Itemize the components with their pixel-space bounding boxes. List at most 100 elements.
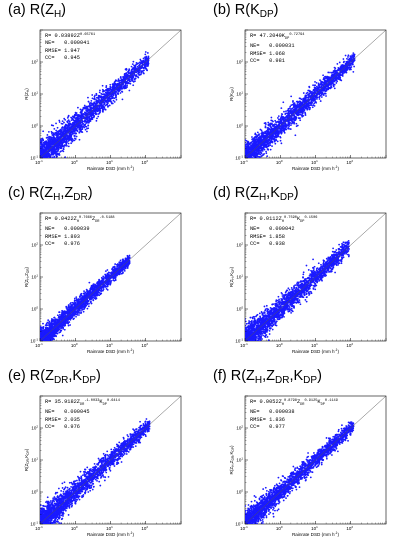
data-point — [115, 96, 117, 99]
data-point — [103, 96, 106, 99]
data-point — [44, 162, 46, 164]
data-point — [43, 160, 45, 162]
data-point — [67, 142, 70, 145]
data-point — [277, 115, 280, 118]
data-point — [87, 124, 90, 127]
data-point — [91, 97, 94, 100]
data-point — [277, 118, 280, 121]
data-point — [87, 120, 89, 122]
data-point — [116, 85, 118, 88]
data-point — [53, 127, 56, 130]
data-point — [298, 100, 301, 103]
data-point — [289, 105, 292, 108]
data-point — [312, 99, 314, 102]
data-point — [344, 54, 347, 57]
data-point — [248, 157, 250, 158]
data-point — [43, 158, 45, 160]
data-point — [248, 165, 250, 167]
data-point — [250, 146, 253, 148]
data-point — [249, 164, 251, 166]
data-point — [79, 128, 82, 131]
data-point — [45, 162, 47, 164]
data-point — [56, 152, 59, 155]
data-point — [43, 168, 45, 170]
data-point — [323, 77, 326, 80]
data-point — [39, 166, 41, 168]
data-point — [69, 123, 72, 126]
data-point — [285, 128, 288, 131]
data-point — [50, 168, 52, 170]
data-point — [142, 72, 145, 74]
data-point — [49, 159, 51, 161]
data-point — [40, 169, 42, 171]
data-point — [41, 165, 43, 167]
data-point — [41, 170, 43, 172]
data-point — [264, 135, 266, 138]
data-point — [146, 65, 148, 68]
data-point — [67, 119, 70, 122]
data-point — [255, 134, 258, 136]
x-tick-label: 101 — [106, 159, 113, 165]
data-point — [39, 165, 41, 167]
data-point — [104, 108, 107, 111]
data-point — [269, 144, 272, 147]
data-point — [244, 171, 246, 173]
data-point — [244, 165, 246, 167]
scatter-points — [39, 51, 150, 172]
data-point — [57, 144, 60, 146]
data-point — [120, 90, 123, 93]
y-tick-label: 100 — [31, 123, 38, 129]
data-point — [333, 66, 336, 69]
data-point — [142, 57, 145, 60]
data-point — [134, 67, 137, 70]
data-point — [332, 85, 335, 88]
data-point — [256, 140, 258, 143]
data-point — [251, 163, 253, 165]
data-point — [119, 92, 122, 94]
data-point — [43, 159, 45, 161]
data-point — [40, 164, 42, 166]
data-point — [45, 161, 47, 163]
data-point — [264, 126, 267, 129]
data-point — [259, 150, 262, 152]
data-point — [300, 101, 303, 104]
data-point — [63, 130, 65, 133]
data-point — [47, 165, 49, 167]
data-point — [95, 96, 98, 99]
data-point — [251, 162, 253, 164]
data-point — [46, 144, 49, 147]
data-point — [88, 108, 91, 111]
data-point — [90, 115, 92, 117]
data-point — [134, 80, 136, 82]
data-point — [64, 124, 67, 127]
data-point — [52, 124, 55, 127]
data-point — [98, 91, 101, 94]
data-point — [253, 163, 255, 165]
data-point — [246, 165, 248, 167]
data-point — [74, 138, 77, 140]
data-point — [94, 94, 96, 97]
data-point — [250, 162, 252, 164]
equation-line: R= 0.03892Z0.65761 — [45, 33, 96, 39]
data-point — [269, 148, 272, 151]
data-point — [67, 138, 69, 141]
data-point — [115, 91, 117, 94]
data-point — [93, 101, 96, 104]
data-point — [290, 119, 293, 122]
data-point — [87, 121, 90, 124]
data-point — [102, 110, 104, 113]
data-point — [299, 108, 302, 111]
data-point — [258, 157, 261, 158]
data-point — [139, 73, 142, 76]
data-point — [133, 78, 136, 81]
data-point — [55, 136, 58, 139]
data-point — [110, 101, 113, 104]
data-point — [87, 96, 89, 99]
data-point — [52, 132, 55, 135]
data-point — [40, 167, 42, 169]
data-point — [250, 162, 252, 164]
data-point — [63, 117, 66, 120]
data-point — [74, 121, 77, 124]
data-point — [48, 161, 50, 163]
data-point — [249, 167, 251, 169]
